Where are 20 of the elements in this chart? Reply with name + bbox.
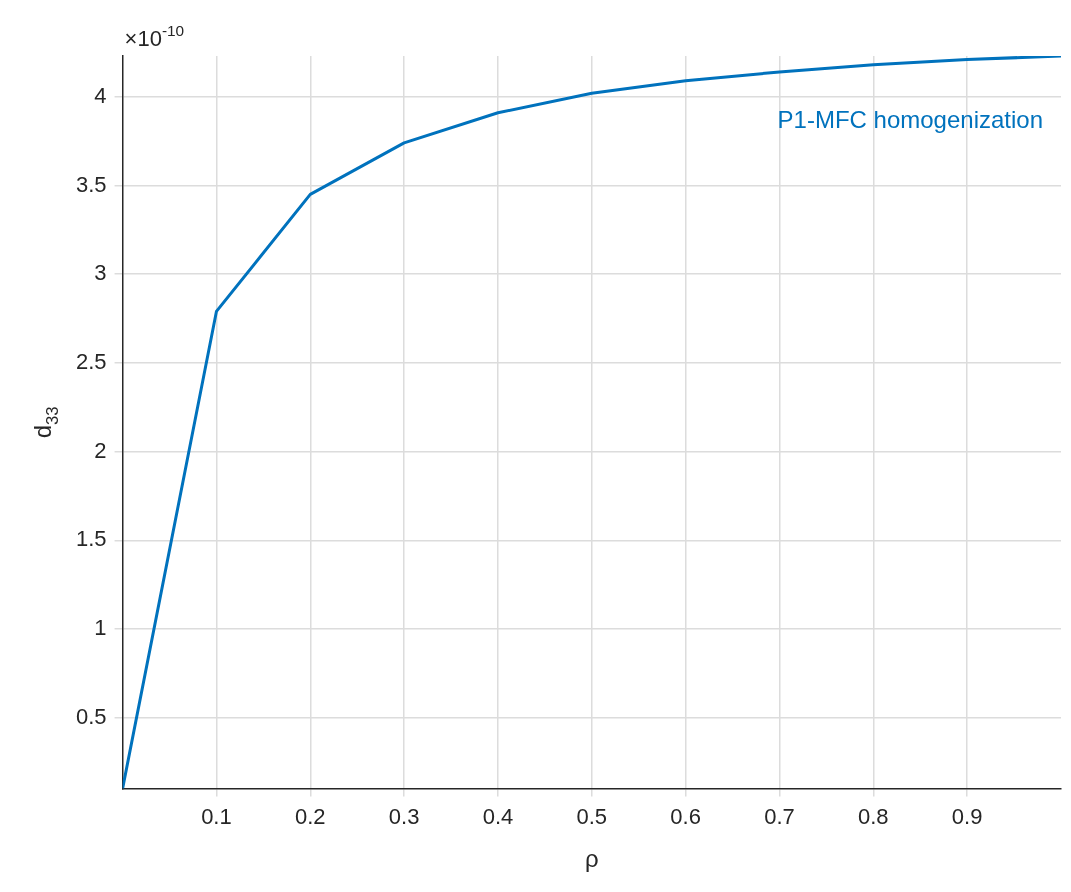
x-axis-title: ρ [584, 844, 599, 872]
y-axis-title: d33 [28, 406, 62, 439]
y-tick-label: 2.5 [75, 348, 107, 374]
y-tick-label: 1.5 [75, 526, 107, 552]
series-label: P1-MFC homogenization [777, 106, 1043, 133]
y-tick-label: 3.5 [75, 171, 107, 197]
x-tick-label: 0.7 [764, 803, 795, 829]
y-tick-label: 1 [94, 615, 107, 641]
y-tick-label: 0.5 [75, 703, 107, 729]
y-tick-label: 4 [94, 82, 107, 108]
x-tick-label: 0.6 [670, 803, 701, 829]
x-tick-label: 0.5 [576, 803, 608, 829]
x-tick-label: 0.8 [858, 803, 889, 829]
x-tick-label: 0.9 [951, 803, 983, 829]
y-tick-label: 2 [94, 437, 107, 463]
x-tick-label: 0.2 [294, 803, 326, 829]
x-tick-label: 0.4 [482, 803, 514, 829]
y-tick-label: 3 [94, 260, 107, 286]
x-tick-label: 0.1 [201, 803, 232, 829]
x-tick-label: 0.3 [388, 803, 420, 829]
